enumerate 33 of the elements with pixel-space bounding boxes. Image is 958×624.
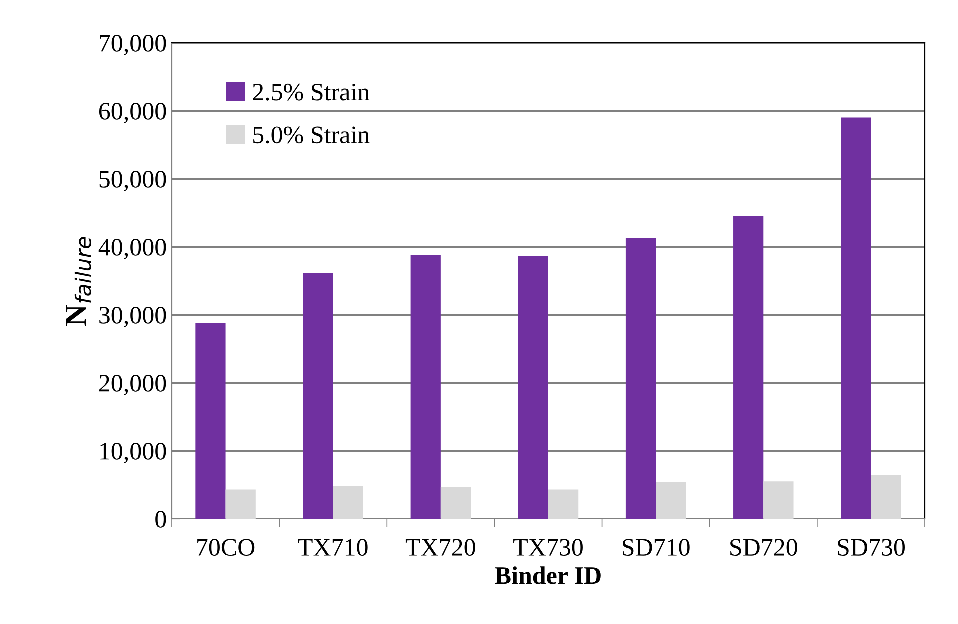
x-tick-label: TX710 [298, 539, 368, 556]
bar [196, 323, 226, 519]
y-axis-title: N$_{failure}$ [66, 237, 92, 326]
x-tick-label: TX720 [406, 539, 476, 556]
y-tick-label: 60,000 [99, 103, 166, 124]
x-tick-label: SD720 [730, 539, 798, 556]
bar [871, 475, 902, 519]
bar [518, 256, 548, 519]
bar [734, 216, 764, 519]
bar [333, 486, 364, 519]
legend-label: 5.0% Strain [254, 126, 370, 144]
y-tick-label: 30,000 [100, 307, 166, 328]
bar [548, 490, 579, 519]
y-tick-label: 10,000 [100, 443, 166, 464]
y-tick-label: 0 [156, 511, 166, 528]
y-tick-label: 40,000 [98, 239, 166, 260]
x-tick-label: 70CO [198, 539, 255, 556]
bar [764, 482, 794, 519]
bar [440, 487, 472, 519]
y-tick-label: 20,000 [99, 375, 166, 396]
y-tick-label: 50,000 [100, 171, 166, 192]
x-tick-label: TX730 [514, 539, 583, 556]
bar [626, 238, 656, 519]
legend-label: 2.5% Strain [253, 84, 370, 101]
bar [303, 274, 334, 519]
bar [841, 118, 872, 519]
bar [656, 482, 686, 519]
bar [226, 490, 256, 519]
x-tick-label: SD730 [838, 539, 905, 556]
y-tick-label: 70,000 [100, 35, 166, 56]
bar [410, 255, 441, 519]
x-tick-label: SD710 [623, 539, 690, 556]
x-axis-title: Binder ID [495, 566, 601, 584]
